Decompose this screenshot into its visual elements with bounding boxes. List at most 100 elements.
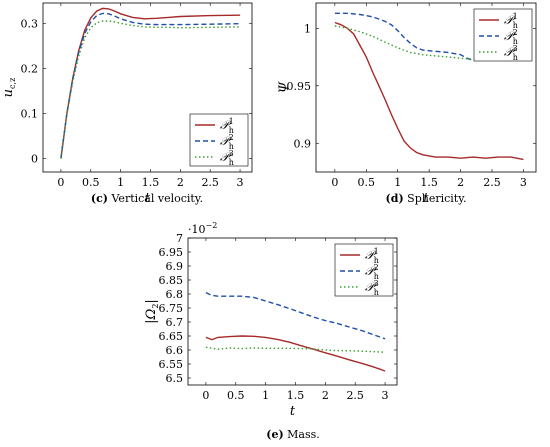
y-axis-label-sub: 2 xyxy=(151,304,160,309)
panel-sphericity: 0 0.5 1 1.5 2 2.5 3 0.9 0.95 1 t Ψ 𝒫1 h𝒫2 h𝒫3 h (d) Sphe… xyxy=(277,2,537,206)
legend-label-p3: 𝒫3 h xyxy=(220,149,234,167)
y-tick-label: 0.1 xyxy=(21,107,39,120)
y-axis-label: uc,z xyxy=(1,78,17,98)
y-tick-label: 0.95 xyxy=(287,80,312,93)
axis-multiplier-exponent: −2 xyxy=(206,221,218,230)
caption: (d) Sphericity. xyxy=(386,192,467,205)
y-axis-label: Ψ xyxy=(277,81,292,93)
legend-label-sup: 2 xyxy=(229,133,234,142)
x-tick-label: 3 xyxy=(237,176,244,189)
x-tick-label: 0 xyxy=(202,389,209,402)
legend-label-sub: h xyxy=(374,288,379,297)
legend-label-sup: 2 xyxy=(513,28,518,37)
legend-label-sub: h xyxy=(229,126,234,135)
y-tick-label: 6.7 xyxy=(166,316,184,329)
legend-label-p1: 𝒫1 h xyxy=(504,12,518,30)
legend-label-p3: 𝒫3 h xyxy=(504,44,518,62)
x-tick-label: 0 xyxy=(331,176,338,189)
y-tick-label: 6.9 xyxy=(166,260,184,273)
legend-label-sub: h xyxy=(513,37,518,46)
x-tick-label: 2.5 xyxy=(346,389,364,402)
x-tick-label: 0.5 xyxy=(227,389,245,402)
legend-label-sup: 2 xyxy=(374,263,379,272)
x-tick-label: 3 xyxy=(520,176,527,189)
y-tick-label: 0.3 xyxy=(21,17,39,30)
x-tick-label: 1.5 xyxy=(287,389,305,402)
series-line-p2 xyxy=(205,291,386,340)
legend-label-sup: 3 xyxy=(513,44,518,53)
y-axis-label-main: |Ω xyxy=(144,308,159,323)
series-line-p1 xyxy=(205,335,386,372)
axis-multiplier-base: ·10 xyxy=(188,223,206,236)
y-tick-label: 6.85 xyxy=(159,274,184,287)
legend-label-sup: 3 xyxy=(374,279,379,288)
series-line-p3 xyxy=(60,20,241,159)
legend-label-sub: h xyxy=(513,21,518,30)
plot-frame xyxy=(187,237,398,386)
x-tick-label: 2.5 xyxy=(201,176,219,189)
legend-label-p1: 𝒫1 h xyxy=(365,247,379,265)
y-tick-label: 6.6 xyxy=(166,344,184,357)
plot-frame xyxy=(315,2,537,173)
x-tick-label: 0 xyxy=(57,176,64,189)
legend: 𝒫1 h𝒫2 h𝒫3 h xyxy=(334,243,394,297)
y-tick-label: 0 xyxy=(31,152,38,165)
caption-letter: (e) xyxy=(266,428,283,441)
panel-vertical-velocity: 0 0.5 1 1.5 2 2.5 3 0 0.1 0.2 0.3 t uc,z 𝒫1 h𝒫2 h𝒫3 h (c)… xyxy=(1,2,253,206)
y-tick-label: 0.9 xyxy=(294,137,312,150)
legend-box xyxy=(334,243,394,297)
caption-text: Vertical velocity. xyxy=(108,192,203,205)
y-tick-label: 7 xyxy=(176,232,183,245)
series-line-p3 xyxy=(334,25,524,60)
y-axis-label-sub: c,z xyxy=(8,78,17,89)
legend-label-p2: 𝒫2 h xyxy=(504,28,518,46)
legend-label-p2: 𝒫2 h xyxy=(365,263,379,281)
legend-label-p3: 𝒫3 h xyxy=(365,279,379,297)
x-tick-label: 0.5 xyxy=(358,176,376,189)
y-axis-label: |Ω2| xyxy=(144,299,160,324)
y-tick-label: 6.65 xyxy=(159,330,184,343)
x-tick-label: 0.5 xyxy=(82,176,100,189)
axis-multiplier: ·10−2 xyxy=(188,221,217,236)
legend-label-p1: 𝒫1 h xyxy=(220,117,234,135)
legend-box xyxy=(473,8,533,62)
y-axis-label-main: u xyxy=(1,89,16,97)
legend-label-sub: h xyxy=(513,53,518,62)
x-tick-label: 3 xyxy=(382,389,389,402)
panel-mass: 0 0.5 1 1.5 2 2.5 3 6.56.556.66.656.76.756.86.8… xyxy=(144,221,398,441)
x-tick-label: 1 xyxy=(117,176,124,189)
legend-label-sup: 3 xyxy=(229,149,234,158)
caption: (e) Mass. xyxy=(266,428,320,441)
caption-letter: (d) xyxy=(386,192,404,205)
legend-label-sub: h xyxy=(229,142,234,151)
series-line-p3 xyxy=(205,346,386,353)
caption: (c) Vertical velocity. xyxy=(91,192,203,205)
x-axis-label: t xyxy=(290,404,296,419)
plot-frame xyxy=(42,2,253,173)
x-axis-label: t xyxy=(145,191,151,206)
legend-label-p2: 𝒫2 h xyxy=(220,133,234,151)
legend-label-sub: h xyxy=(374,256,379,265)
x-tick-label: 1.5 xyxy=(142,176,160,189)
x-tick-label: 1.5 xyxy=(420,176,438,189)
series-line-p2 xyxy=(60,12,241,159)
y-tick-label: 1 xyxy=(304,22,311,35)
x-tick-label: 2 xyxy=(322,389,329,402)
legend: 𝒫1 h𝒫2 h𝒫3 h xyxy=(473,8,533,62)
y-tick-label: 6.75 xyxy=(159,302,184,315)
series-line-p2 xyxy=(334,12,524,62)
y-tick-label: 6.8 xyxy=(166,288,184,301)
series-line-p1 xyxy=(334,21,524,161)
y-tick-label: 0.2 xyxy=(21,62,39,75)
legend-label-sup: 1 xyxy=(374,247,379,256)
caption-letter: (c) xyxy=(91,192,108,205)
x-tick-label: 2.5 xyxy=(483,176,501,189)
legend-box xyxy=(189,113,249,167)
y-axis-label-main: Ψ xyxy=(277,81,292,93)
legend-label-sub: h xyxy=(374,272,379,281)
legend-label-sup: 1 xyxy=(229,117,234,126)
legend: 𝒫1 h𝒫2 h𝒫3 h xyxy=(189,113,249,167)
x-tick-label: 1 xyxy=(262,389,269,402)
x-tick-label: 2 xyxy=(457,176,464,189)
